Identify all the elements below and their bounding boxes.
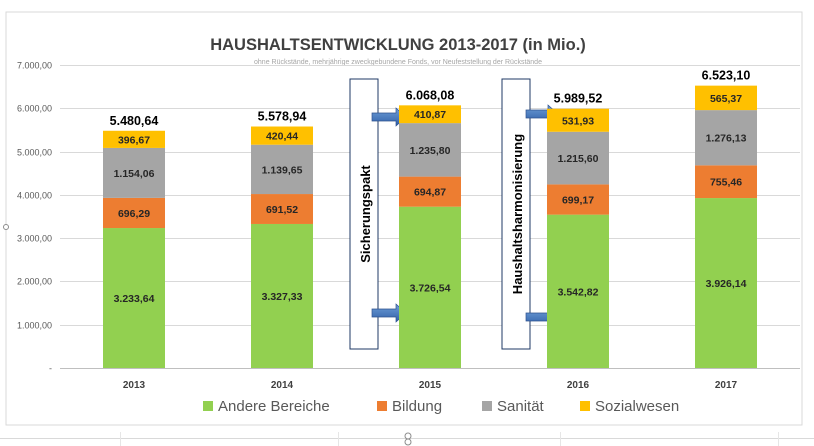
bar-segment bbox=[251, 223, 313, 368]
legend: Andere Bereiche Bildung Sanität Sozialwesen bbox=[203, 398, 679, 415]
y-tick-label: 4.000,00 bbox=[17, 191, 52, 201]
total-label: 6.523,10 bbox=[702, 69, 751, 83]
bar-segment bbox=[547, 214, 609, 368]
bar-stack-2015: 3.726,54 694,87 1.235,80 410,87 6.068,08 bbox=[399, 88, 461, 368]
bar-segment bbox=[251, 194, 313, 224]
legend-item: Bildung bbox=[377, 398, 442, 415]
annotation-label: Sicherungspakt bbox=[358, 165, 373, 263]
resize-handle-icon[interactable] bbox=[3, 224, 9, 230]
bar-segment bbox=[103, 130, 165, 148]
y-tick-label: 7.000,00 bbox=[17, 61, 52, 71]
bar-segment bbox=[399, 176, 461, 207]
bar-segment bbox=[103, 147, 165, 198]
chart-title: HAUSHALTSENTWICKLUNG 2013-2017 (in Mio.) bbox=[210, 36, 586, 54]
data-label: 699,17 bbox=[562, 195, 594, 207]
legend-item: Andere Bereiche bbox=[203, 398, 330, 415]
resize-handle-icon[interactable] bbox=[404, 432, 412, 446]
legend-label: Bildung bbox=[392, 398, 442, 415]
data-label: 1.276,13 bbox=[706, 133, 747, 145]
y-axis: - 1.000,00 2.000,00 3.000,00 4.000,00 5.000,0… bbox=[17, 61, 52, 374]
data-label: 1.215,60 bbox=[558, 153, 599, 165]
data-label: 1.235,80 bbox=[410, 145, 451, 157]
legend-label: Andere Bereiche bbox=[218, 398, 330, 415]
legend-swatch bbox=[377, 401, 387, 411]
legend-label: Sanität bbox=[497, 398, 545, 415]
legend-swatch bbox=[203, 401, 213, 411]
bar-segment bbox=[547, 184, 609, 215]
data-label: 531,93 bbox=[562, 115, 594, 127]
chart-subtitle: ohne Rückstände, mehrjährige zweckgebund… bbox=[254, 59, 542, 66]
bar-segment bbox=[399, 105, 461, 124]
bar-stack-2017: 3.926,14 755,46 1.276,13 565,37 6.523,10 bbox=[695, 69, 757, 368]
data-label: 3.542,82 bbox=[558, 286, 599, 298]
data-label: 1.139,65 bbox=[262, 164, 303, 176]
data-label: 420,44 bbox=[266, 131, 298, 143]
legend-label: Sozialwesen bbox=[595, 398, 679, 415]
bar-segment bbox=[547, 131, 609, 185]
x-tick-label: 2013 bbox=[123, 380, 146, 391]
y-tick-label: 2.000,00 bbox=[17, 277, 52, 287]
bar-stack-2014: 3.327,33 691,52 1.139,65 420,44 5.578,94 bbox=[251, 110, 313, 368]
data-label: 1.154,06 bbox=[114, 168, 155, 180]
x-tick-label: 2017 bbox=[715, 380, 738, 391]
bar-stack-2013: 3.233,64 696,29 1.154,06 396,67 5.480,64 bbox=[103, 114, 165, 368]
bars: 3.233,64 696,29 1.154,06 396,67 5.480,64 3.32… bbox=[103, 69, 757, 368]
legend-item: Sozialwesen bbox=[580, 398, 679, 415]
bar-segment bbox=[695, 165, 757, 199]
total-label: 5.578,94 bbox=[258, 110, 307, 124]
total-label: 5.989,52 bbox=[554, 92, 603, 106]
annotation-haushaltsharmonisierung: Haushaltsharmonisierung bbox=[501, 78, 559, 350]
data-label: 755,46 bbox=[710, 177, 742, 189]
bar-segment bbox=[103, 197, 165, 229]
x-tick-label: 2014 bbox=[271, 380, 294, 391]
data-label: 694,87 bbox=[414, 187, 446, 199]
x-axis: 2013 2014 2015 2016 2017 bbox=[123, 380, 738, 391]
y-tick-label: 3.000,00 bbox=[17, 234, 52, 244]
data-label: 410,87 bbox=[414, 109, 446, 121]
bar-segment bbox=[695, 198, 757, 368]
bar-segment bbox=[251, 144, 313, 195]
annotation-label: Haushaltsharmonisierung bbox=[510, 134, 525, 294]
y-tick-label: - bbox=[49, 364, 52, 374]
annotation-sicherungspakt: Sicherungspakt bbox=[349, 78, 407, 350]
y-tick-label: 5.000,00 bbox=[17, 148, 52, 158]
legend-swatch bbox=[482, 401, 492, 411]
bar-segment bbox=[399, 123, 461, 177]
legend-swatch bbox=[580, 401, 590, 411]
data-label: 3.926,14 bbox=[706, 278, 747, 290]
annotation-box bbox=[349, 78, 379, 350]
y-tick-label: 6.000,00 bbox=[17, 104, 52, 114]
legend-item: Sanität bbox=[482, 398, 545, 415]
annotation-box bbox=[501, 78, 531, 350]
bar-segment bbox=[695, 85, 757, 111]
data-label: 691,52 bbox=[266, 204, 298, 216]
data-label: 3.327,33 bbox=[262, 291, 303, 303]
data-label: 696,29 bbox=[118, 208, 150, 220]
total-label: 5.480,64 bbox=[110, 114, 159, 128]
total-label: 6.068,08 bbox=[406, 88, 455, 102]
bar-segment bbox=[251, 126, 313, 145]
bar-segment bbox=[399, 206, 461, 368]
bar-segment bbox=[547, 108, 609, 132]
bar-segment bbox=[103, 228, 165, 368]
x-tick-label: 2016 bbox=[567, 380, 590, 391]
data-label: 396,67 bbox=[118, 134, 150, 146]
bar-stack-2016: 3.542,82 699,17 1.215,60 531,93 5.989,52 bbox=[547, 92, 609, 368]
y-tick-label: 1.000,00 bbox=[17, 321, 52, 331]
bar-segment bbox=[695, 110, 757, 166]
x-tick-label: 2015 bbox=[419, 380, 442, 391]
data-label: 3.726,54 bbox=[410, 282, 451, 294]
data-label: 3.233,64 bbox=[114, 293, 155, 305]
data-label: 565,37 bbox=[710, 93, 742, 105]
